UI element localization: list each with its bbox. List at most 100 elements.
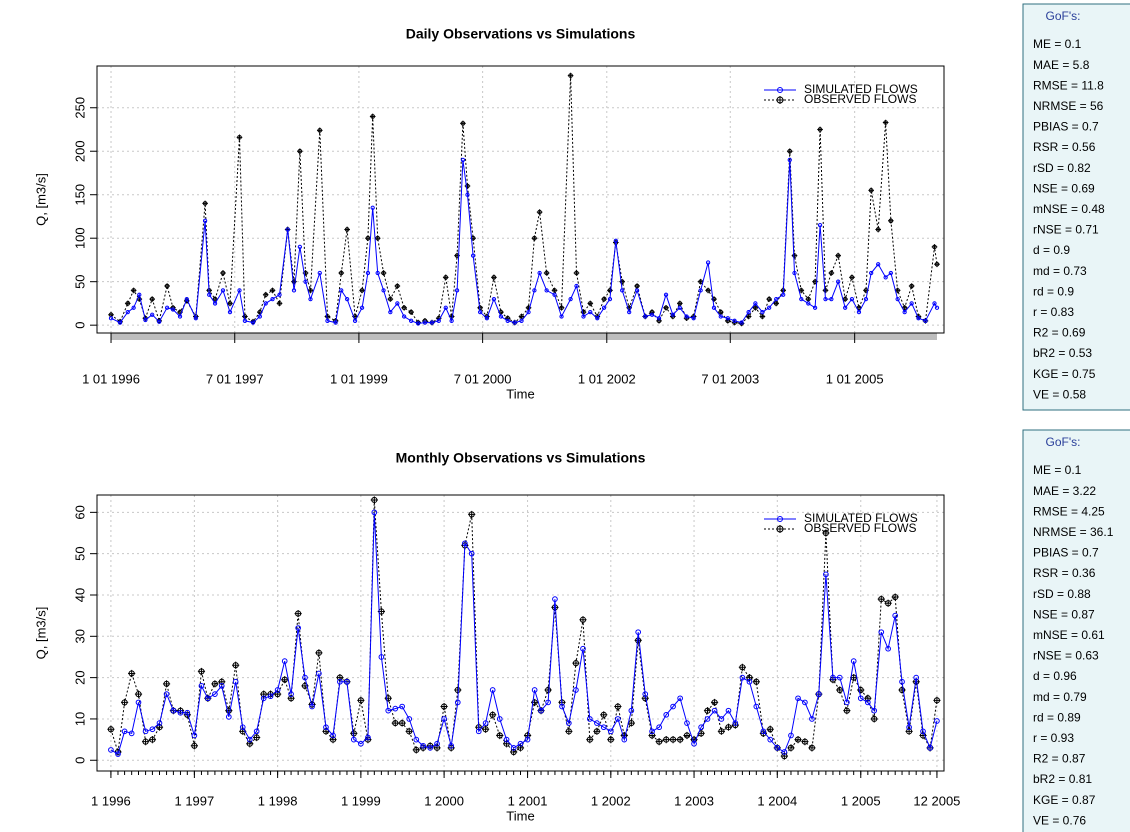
simulated-marker (902, 309, 907, 315)
simulated-marker (781, 749, 788, 755)
simulated-marker (760, 309, 765, 315)
simulated-marker (385, 707, 392, 714)
simulated-marker (774, 745, 781, 751)
observed-marker (525, 304, 532, 311)
simulated-marker (698, 724, 704, 731)
observed-marker (408, 309, 414, 315)
chart-title: Monthly Observations vs Simulations (396, 450, 646, 466)
simulated-marker (746, 678, 753, 685)
simulated-marker (732, 720, 739, 726)
simulated-marker (388, 309, 393, 315)
simulated-marker (812, 305, 818, 310)
observed-marker (908, 283, 915, 289)
observed-marker (766, 725, 774, 733)
gof-item: rNSE = 0.63 (1033, 649, 1099, 663)
simulated-marker (193, 316, 198, 321)
x-tick-label: 1 01 1999 (330, 371, 388, 386)
simulated-marker (594, 720, 600, 726)
observed-marker (232, 661, 240, 669)
x-axis-label: Time (506, 808, 534, 823)
gof-item: MAE = 5.8 (1033, 58, 1090, 72)
observed-marker (316, 127, 323, 134)
simulated-marker (895, 296, 900, 302)
observed-marker (442, 274, 449, 281)
observed-marker (464, 183, 471, 189)
simulated-marker (806, 301, 811, 306)
simulated-marker (885, 645, 891, 652)
simulated-marker (552, 596, 558, 602)
simulated-marker (850, 658, 857, 664)
simulated-marker (510, 745, 517, 751)
observed-marker (817, 126, 823, 133)
simulated-marker (302, 674, 308, 681)
y-tick-label: 150 (72, 184, 87, 206)
simulated-marker (427, 745, 434, 751)
simulated-marker (538, 707, 544, 714)
series-line (110, 159, 938, 324)
y-tick-label: 200 (72, 140, 87, 162)
observed-marker (898, 686, 906, 694)
observed-marker (412, 746, 420, 754)
observed-marker (614, 702, 622, 711)
observed-marker (211, 680, 219, 688)
observed-marker (677, 300, 683, 307)
simulated-marker (718, 716, 725, 722)
observed-marker (374, 235, 381, 242)
simulated-marker (422, 320, 428, 325)
x-tick-label: 1 2001 (508, 793, 548, 808)
observed-marker (551, 287, 558, 294)
simulated-marker (150, 312, 155, 317)
observed-marker (190, 742, 198, 750)
plot-frame (96, 65, 945, 334)
simulated-marker (767, 736, 774, 743)
observed-marker (220, 270, 226, 276)
observed-marker (380, 270, 387, 276)
observed-marker (162, 680, 171, 688)
simulated-marker (434, 740, 440, 747)
simulated-marker (642, 691, 649, 697)
simulated-marker (670, 703, 676, 710)
x-tick-label: 1 1996 (91, 793, 131, 808)
simulated-marker (350, 736, 357, 743)
simulated-marker (537, 270, 542, 276)
simulated-marker (588, 309, 593, 315)
observed-marker (836, 686, 844, 694)
simulated-marker (436, 318, 441, 323)
observed-marker (468, 510, 476, 519)
observed-marker (565, 727, 573, 735)
simulated-marker (888, 270, 893, 276)
simulated-marker (503, 736, 510, 743)
simulated-marker (297, 244, 303, 250)
simulated-marker (802, 699, 808, 706)
simulated-marker (753, 703, 760, 710)
y-tick-label: 20 (72, 670, 87, 684)
y-tick-label: 50 (72, 546, 87, 560)
simulated-marker (792, 270, 797, 276)
observed-marker (870, 715, 878, 723)
simulated-marker (225, 714, 232, 720)
simulated-marker (517, 740, 524, 747)
simulated-marker (823, 571, 829, 578)
simulated-marker (468, 550, 475, 557)
observed-marker (322, 727, 330, 735)
x-tick-label: 1 1997 (174, 793, 214, 808)
simulated-marker (607, 728, 614, 735)
simulated-marker (409, 318, 414, 323)
simulated-marker (395, 301, 400, 306)
observed-marker (601, 296, 607, 302)
observed-marker (387, 296, 394, 302)
observed-marker (197, 667, 206, 676)
observed-marker (766, 296, 772, 302)
y-tick-label: 10 (72, 712, 87, 726)
gof-title: GoF's: (1046, 9, 1081, 23)
simulated-marker (932, 301, 937, 306)
simulated-marker (157, 319, 162, 324)
gof-item: NSE = 0.69 (1033, 181, 1095, 195)
observed-marker (843, 707, 851, 715)
simulated-marker (691, 316, 696, 321)
observed-marker (294, 609, 302, 618)
observed-marker (531, 235, 538, 242)
simulated-marker (857, 695, 864, 702)
simulated-marker (477, 309, 483, 315)
